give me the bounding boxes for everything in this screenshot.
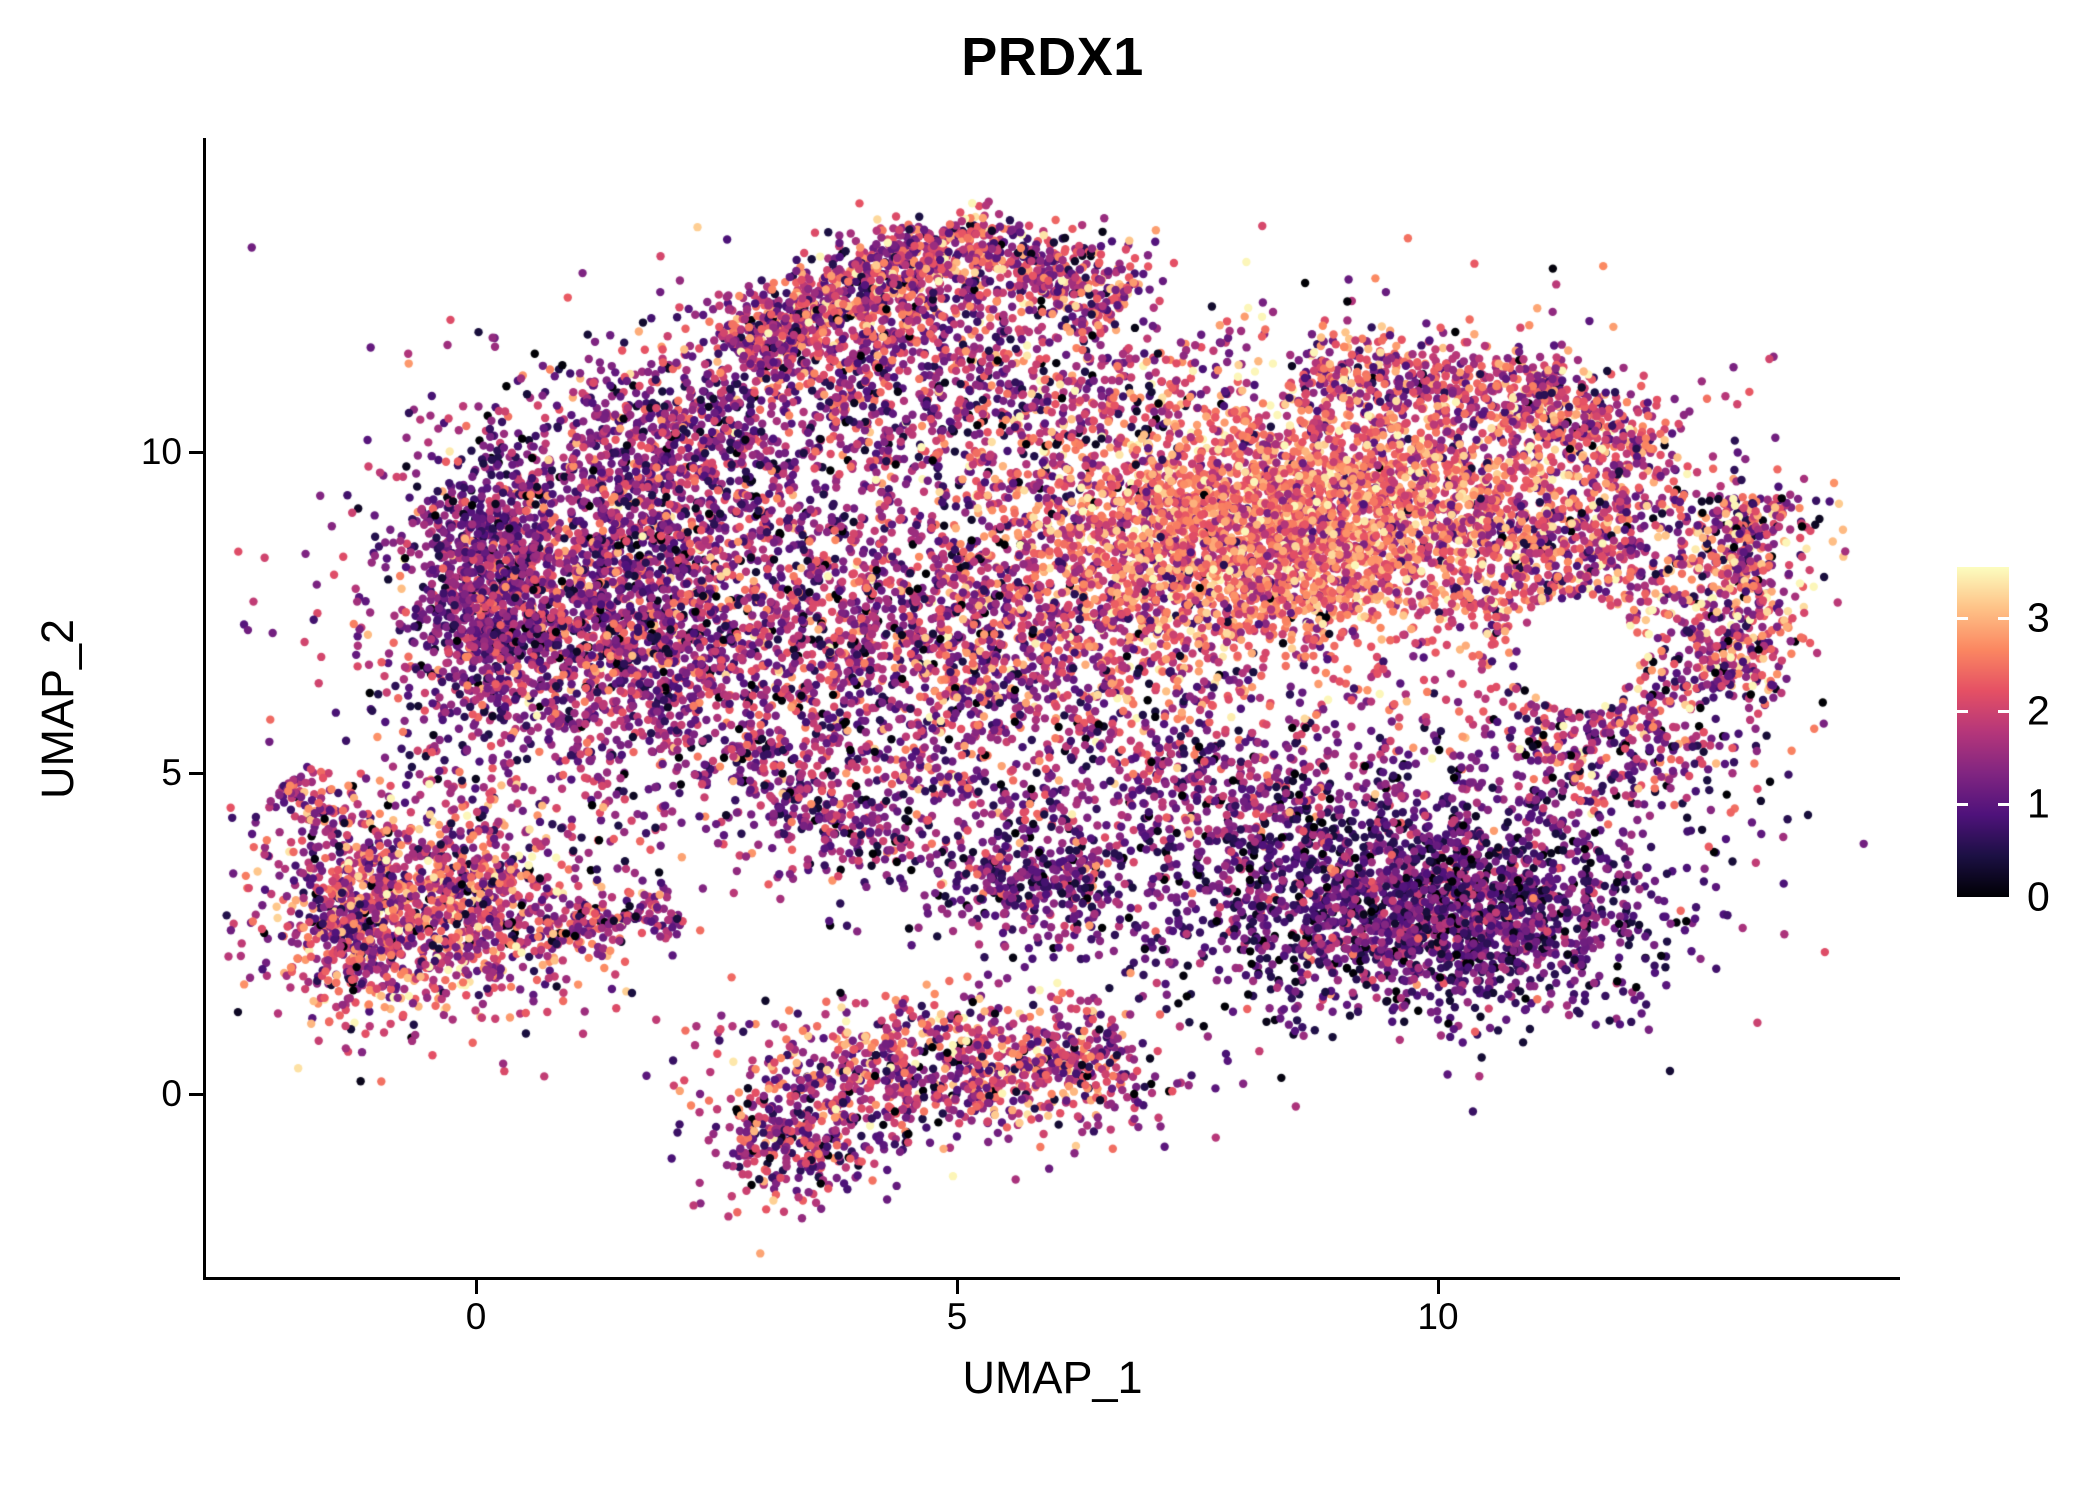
y-axis-line [203, 138, 206, 1280]
colorbar-tick-mark [1998, 802, 2009, 806]
x-tick-label: 5 [946, 1296, 968, 1337]
colorbar-gradient [1957, 567, 2009, 897]
x-tick-mark [1436, 1280, 1440, 1294]
x-axis-line [203, 1277, 1900, 1280]
y-tick-label: 10 [140, 431, 182, 472]
y-tick-label: 5 [161, 752, 182, 793]
y-tick-mark [189, 1092, 203, 1096]
y-axis-title: UMAP_2 [32, 618, 83, 800]
colorbar-tick-mark [1957, 802, 1968, 806]
colorbar-tick-label: 1 [2027, 780, 2050, 827]
colorbar-tick-mark [1957, 616, 1968, 620]
colorbar-tick-label: 0 [2027, 873, 2050, 920]
x-tick-label: 10 [1417, 1296, 1459, 1337]
y-tick-label: 0 [161, 1073, 182, 1114]
colorbar-tick-mark [1998, 616, 2009, 620]
plot-title: PRDX1 [961, 27, 1144, 87]
colorbar-tick-label: 2 [2027, 687, 2050, 734]
x-tick-mark [955, 1280, 959, 1294]
y-tick-mark [189, 450, 203, 454]
colorbar-tick-label: 3 [2027, 594, 2050, 641]
y-tick-mark [189, 771, 203, 775]
x-tick-mark [474, 1280, 478, 1294]
colorbar-tick-mark [1957, 709, 1968, 713]
x-tick-label: 0 [465, 1296, 487, 1337]
colorbar-tick-mark [1998, 709, 2009, 713]
x-axis-title: UMAP_1 [962, 1352, 1143, 1403]
